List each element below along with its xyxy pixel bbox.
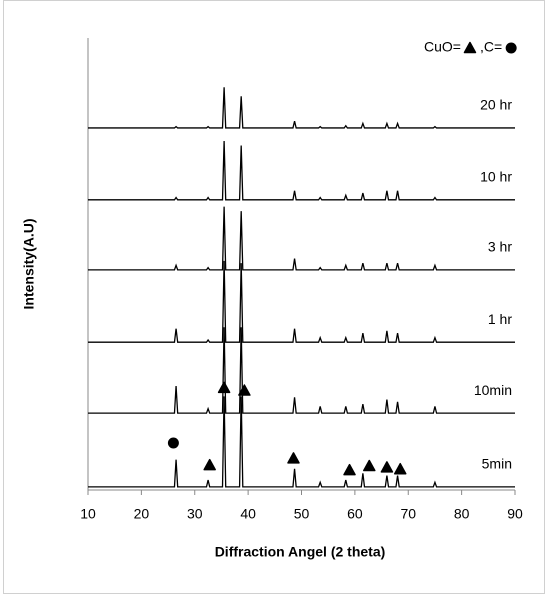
phase-marker: [167, 437, 179, 449]
x-tick-label: 80: [454, 506, 470, 522]
phase-marker: [203, 458, 216, 471]
legend-symbol: [505, 42, 517, 54]
xrd-trace: [88, 327, 515, 414]
x-tick-label: 60: [347, 506, 363, 522]
x-tick-label: 40: [240, 506, 256, 522]
xrd-trace: [88, 396, 515, 488]
x-tick-label: 10: [80, 506, 96, 522]
phase-marker: [343, 463, 356, 476]
x-axis-label: Diffraction Angel (2 theta): [215, 544, 386, 560]
phase-marker: [393, 462, 407, 475]
series-label: 5min: [482, 456, 512, 472]
frame: [3, 0, 545, 594]
phase-marker: [238, 384, 251, 396]
y-axis-label: Intensity(A.U): [21, 219, 37, 310]
phase-marker: [363, 459, 376, 472]
legend-label: ,C=: [480, 39, 502, 55]
series-label: 1 hr: [488, 311, 512, 327]
phase-marker: [287, 452, 300, 464]
phase-marker: [380, 461, 394, 473]
series-label: 3 hr: [488, 239, 512, 255]
series-label: 20 hr: [480, 97, 512, 113]
legend-label: CuO=: [424, 39, 461, 55]
x-tick-label: 50: [294, 506, 310, 522]
phase-marker: [217, 381, 231, 394]
xrd-trace: [88, 260, 515, 343]
x-tick-label: 90: [507, 506, 523, 522]
legend-symbol: [463, 41, 477, 54]
series-label: 10 hr: [480, 169, 512, 185]
xrd-trace: [88, 87, 515, 129]
xrd-trace: [88, 206, 515, 271]
x-tick-label: 70: [400, 506, 416, 522]
x-tick-label: 20: [134, 506, 150, 522]
series-label: 10min: [474, 382, 512, 398]
xrd-trace: [88, 141, 515, 201]
x-tick-label: 30: [187, 506, 203, 522]
